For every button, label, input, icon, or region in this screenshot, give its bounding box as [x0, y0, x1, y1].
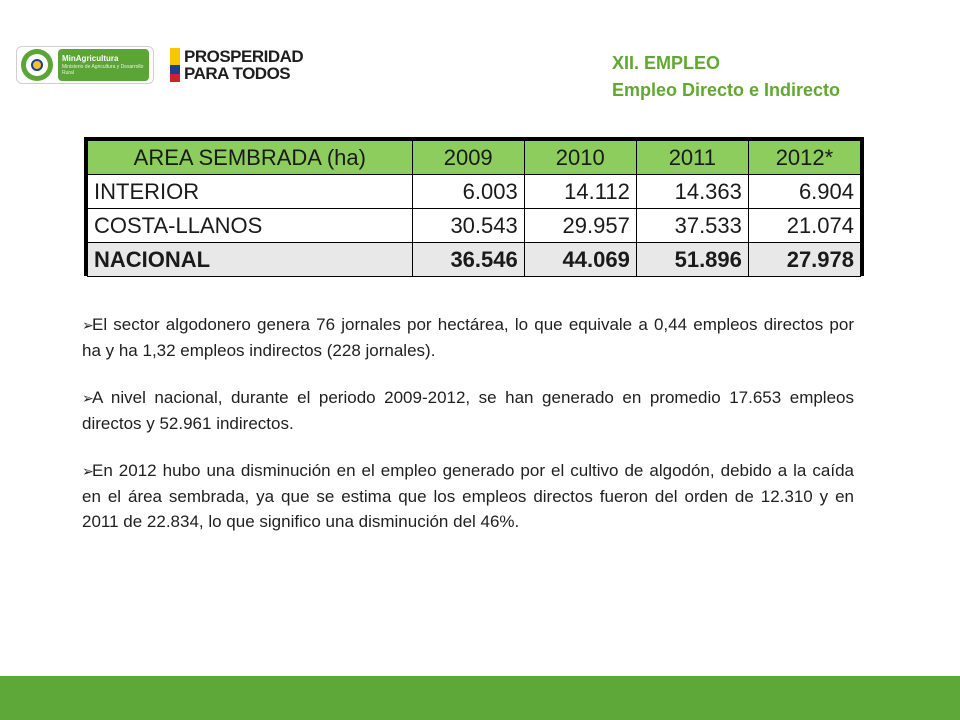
table-cell: 21.074 — [747, 208, 862, 243]
table-cell-label: NACIONAL — [87, 242, 413, 277]
arrow-bullet-icon: ➢ — [82, 317, 94, 333]
table-cell-label: INTERIOR — [87, 174, 413, 209]
table-header-cell: 2012* — [747, 140, 862, 175]
prosperidad-line2: PARA TODOS — [184, 64, 291, 83]
table-cell: 27.978 — [747, 242, 862, 277]
table-header-cell: 2010 — [523, 140, 637, 175]
table-header-cell: 2011 — [635, 140, 749, 175]
section-title: XII. EMPLEO — [612, 53, 721, 73]
bullet-item: ➢A nivel nacional, durante el periodo 20… — [82, 385, 854, 436]
table-cell: 37.533 — [635, 208, 749, 243]
table-cell-label: COSTA-LLANOS — [87, 208, 413, 243]
bullet-text: En 2012 hubo una disminución en el emple… — [82, 461, 854, 531]
prosperidad-line1: PROSPERIDAD — [184, 47, 304, 66]
colombia-flag-icon — [170, 48, 180, 82]
area-table-frame: AREA SEMBRADA (ha) 2009 2010 2011 2012* … — [84, 137, 864, 277]
footer-bar — [0, 676, 960, 720]
arrow-bullet-icon: ➢ — [82, 463, 94, 479]
table-header-cell: AREA SEMBRADA (ha) — [87, 140, 413, 175]
ministry-logo-name: MinAgricultura — [62, 54, 119, 63]
arrow-bullet-icon: ➢ — [82, 390, 94, 406]
prosperidad-logo: PROSPERIDAD PARA TODOS — [170, 46, 310, 84]
ministry-logo-subtitle: Ministerio de Agricultura y Desarrollo R… — [62, 64, 144, 76]
table-header-cell: 2009 — [411, 140, 525, 175]
table-cell: 29.957 — [523, 208, 637, 243]
bullet-item: ➢En 2012 hubo una disminución en el empl… — [82, 458, 854, 534]
bullet-list: ➢El sector algodonero genera 76 jornales… — [82, 312, 854, 556]
table-cell: 14.112 — [523, 174, 637, 209]
bullet-text: A nivel nacional, durante el periodo 200… — [82, 388, 854, 433]
table-header-row: AREA SEMBRADA (ha) 2009 2010 2011 2012* — [87, 140, 862, 175]
table-cell: 30.543 — [411, 208, 525, 243]
table-cell: 6.003 — [411, 174, 525, 209]
bullet-item: ➢El sector algodonero genera 76 jornales… — [82, 312, 854, 363]
coat-of-arms-icon — [21, 49, 53, 81]
table-cell: 14.363 — [635, 174, 749, 209]
table-row: INTERIOR 6.003 14.112 14.363 6.904 — [87, 174, 862, 209]
table-cell: 6.904 — [747, 174, 862, 209]
table-cell: 36.546 — [411, 242, 525, 277]
table-row-total: NACIONAL 36.546 44.069 51.896 27.978 — [87, 242, 862, 277]
area-sembrada-table: AREA SEMBRADA (ha) 2009 2010 2011 2012* … — [87, 140, 862, 277]
section-heading: XII. EMPLEO Empleo Directo e Indirecto — [612, 50, 840, 104]
minagricultura-logo: MinAgricultura Ministerio de Agricultura… — [16, 46, 154, 84]
table-cell: 51.896 — [635, 242, 749, 277]
section-subtitle: Empleo Directo e Indirecto — [612, 80, 841, 100]
table-row: COSTA-LLANOS 30.543 29.957 37.533 21.074 — [87, 208, 862, 243]
bullet-text: El sector algodonero genera 76 jornales … — [82, 315, 854, 360]
table-cell: 44.069 — [523, 242, 637, 277]
